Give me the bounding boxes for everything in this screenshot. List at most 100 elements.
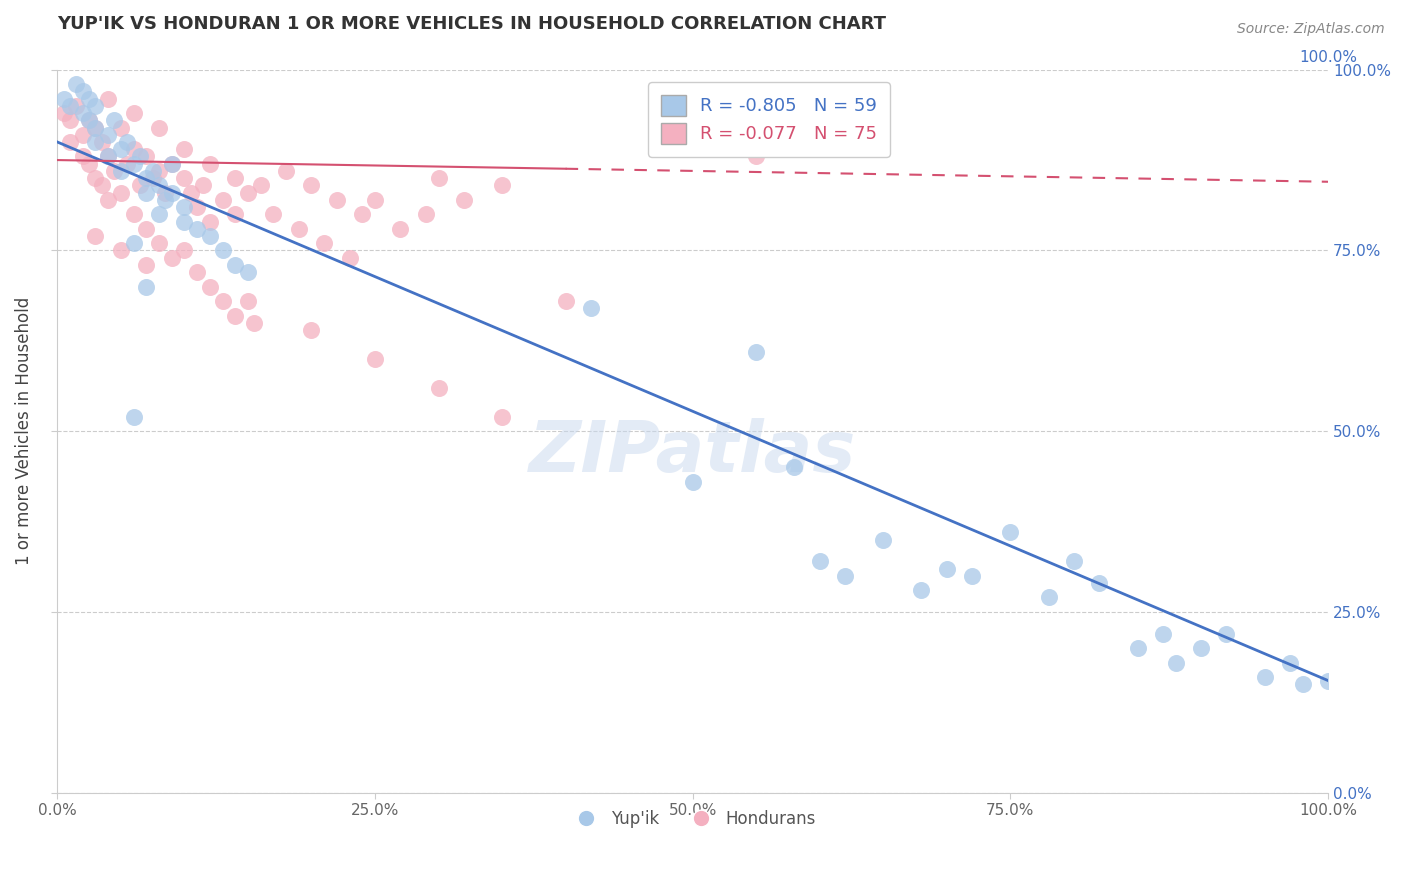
Point [59,99,82,113]
Point [186,265,208,279]
Point [97,149,120,163]
Point [364,351,387,366]
Point [224,258,246,272]
Point [427,171,450,186]
Point [110,142,132,156]
Point [301,178,323,193]
Point [155,186,177,200]
Point [84,120,107,135]
Legend: Yup'ik, Hondurans: Yup'ik, Hondurans [562,804,823,835]
Point [135,149,157,163]
Point [155,193,177,207]
Point [224,207,246,221]
Point [65,99,87,113]
Point [65,77,87,91]
Point [198,279,221,293]
Point [122,156,145,170]
Point [72,106,94,120]
Point [52,106,75,120]
Point [148,164,170,178]
Point [1189,641,1212,656]
Point [1088,576,1111,591]
Point [834,568,856,582]
Point [148,178,170,193]
Text: YUP'IK VS HONDURAN 1 OR MORE VEHICLES IN HOUSEHOLD CORRELATION CHART: YUP'IK VS HONDURAN 1 OR MORE VEHICLES IN… [58,15,886,33]
Point [160,156,183,170]
Point [186,221,208,235]
Point [97,92,120,106]
Point [211,193,233,207]
Point [135,171,157,186]
Point [90,178,112,193]
Point [77,113,100,128]
Point [97,149,120,163]
Point [160,186,183,200]
Point [115,156,138,170]
Text: ZIPatlas: ZIPatlas [529,418,856,487]
Point [148,120,170,135]
Point [224,309,246,323]
Point [173,214,195,228]
Point [745,149,768,163]
Point [77,113,100,128]
Point [160,156,183,170]
Point [135,279,157,293]
Point [339,251,361,265]
Point [1317,673,1340,688]
Point [59,135,82,149]
Point [1063,554,1085,568]
Point [1253,670,1275,684]
Point [110,120,132,135]
Point [1215,626,1237,640]
Point [148,236,170,251]
Point [135,186,157,200]
Point [84,120,107,135]
Point [783,460,806,475]
Point [314,236,336,251]
Point [173,244,195,258]
Point [1000,525,1022,540]
Text: Source: ZipAtlas.com: Source: ZipAtlas.com [1237,22,1385,37]
Point [122,142,145,156]
Point [84,229,107,244]
Point [142,164,165,178]
Point [243,316,266,330]
Point [910,583,932,598]
Point [122,207,145,221]
Point [180,186,202,200]
Point [1038,591,1060,605]
Point [97,193,120,207]
Point [84,99,107,113]
Point [97,128,120,142]
Point [72,84,94,98]
Point [236,293,259,308]
Point [122,409,145,424]
Point [1126,641,1149,656]
Point [148,207,170,221]
Point [122,236,145,251]
Point [110,186,132,200]
Point [198,156,221,170]
Point [1152,626,1174,640]
Point [173,142,195,156]
Point [110,244,132,258]
Point [84,171,107,186]
Point [211,293,233,308]
Point [287,221,309,235]
Point [554,293,576,308]
Point [77,92,100,106]
Point [110,164,132,178]
Point [59,113,82,128]
Point [364,193,387,207]
Point [198,214,221,228]
Y-axis label: 1 or more Vehicles in Household: 1 or more Vehicles in Household [15,297,32,566]
Point [173,171,195,186]
Point [682,475,704,489]
Point [198,229,221,244]
Point [103,113,125,128]
Point [935,561,957,575]
Point [262,207,284,221]
Point [808,554,831,568]
Point [129,178,152,193]
Point [301,323,323,337]
